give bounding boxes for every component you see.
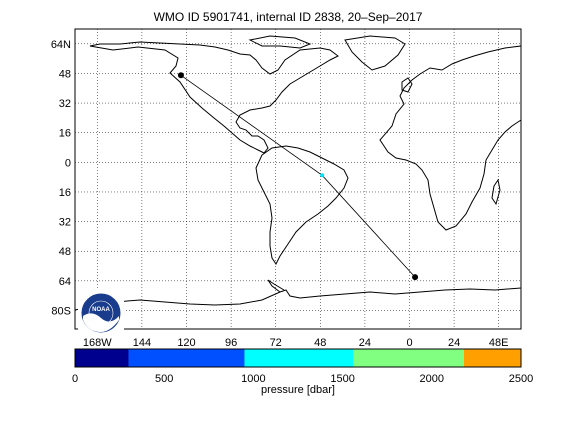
madagascar-coast bbox=[491, 178, 501, 206]
british-isles-coast bbox=[401, 77, 413, 93]
arctic-islands-coast bbox=[248, 35, 312, 49]
lon-tick-label: 144 bbox=[133, 337, 151, 349]
lat-tick-label: 48 bbox=[59, 246, 71, 258]
lat-tick-label: 64 bbox=[59, 276, 71, 288]
colorbar-tick-label: 1500 bbox=[330, 373, 354, 385]
antarctica-coast bbox=[74, 287, 522, 311]
map-frame bbox=[74, 28, 522, 330]
plot-title: WMO ID 5901741, internal ID 2838, 20–Sep… bbox=[153, 10, 423, 24]
colorbar-tick-labels: 0 500 1000 1500 2000 2500 bbox=[72, 373, 533, 385]
coastlines bbox=[74, 35, 522, 311]
lat-tick-label: 16 bbox=[59, 128, 71, 140]
track-end-marker bbox=[412, 274, 419, 281]
colorbar-segment bbox=[463, 349, 521, 367]
track-profile-marker bbox=[320, 173, 325, 178]
lat-tick-label: 80S bbox=[51, 305, 71, 317]
longitude-tick-labels: 168W 144 120 96 72 48 24 0 24 48E bbox=[83, 337, 509, 349]
lon-tick-label: 96 bbox=[225, 337, 237, 349]
pressure-colorbar: 0 500 1000 1500 2000 2500 bbox=[72, 348, 533, 385]
lon-tick-label: 24 bbox=[359, 337, 371, 349]
colorbar-tick-label: 1000 bbox=[241, 373, 265, 385]
lon-tick-label: 48 bbox=[314, 337, 326, 349]
noaa-emblem-icon: NOAA bbox=[78, 290, 124, 336]
lat-tick-label: 32 bbox=[59, 217, 71, 229]
colorbar-tick-label: 500 bbox=[155, 373, 173, 385]
colorbar-segments bbox=[75, 349, 521, 367]
lat-tick-label: 16 bbox=[59, 187, 71, 199]
track-start-marker bbox=[177, 72, 184, 79]
latitude-tick-labels: 64N 48 32 16 0 16 32 48 64 80S bbox=[51, 39, 71, 318]
noaa-logo: NOAA bbox=[78, 290, 124, 336]
lat-tick-label: 32 bbox=[59, 98, 71, 110]
africa-europe-coast bbox=[379, 45, 522, 231]
south-america-coast bbox=[255, 145, 349, 265]
lon-tick-label: 24 bbox=[448, 337, 460, 349]
colorbar-tick-label: 0 bbox=[72, 373, 78, 385]
colorbar-segment bbox=[128, 349, 245, 367]
colorbar-segment bbox=[353, 349, 464, 367]
lon-tick-label: 168W bbox=[83, 337, 112, 349]
lon-tick-label: 120 bbox=[177, 337, 195, 349]
lon-tick-label: 48E bbox=[489, 337, 509, 349]
colorbar-tick-label: 2000 bbox=[420, 373, 444, 385]
lat-tick-label: 64N bbox=[51, 39, 71, 51]
map-grid bbox=[75, 29, 521, 329]
colorbar-segment bbox=[244, 349, 354, 367]
lon-tick-label: 72 bbox=[270, 337, 282, 349]
colorbar-label: pressure [dbar] bbox=[261, 384, 335, 396]
colorbar-segment bbox=[75, 349, 129, 367]
lat-tick-label: 48 bbox=[59, 68, 71, 80]
logo-text: NOAA bbox=[92, 307, 110, 313]
antarctic-peninsula-coast bbox=[267, 279, 285, 293]
north-america-coast bbox=[89, 41, 339, 154]
colorbar-tick-label: 2500 bbox=[509, 373, 533, 385]
colorbar-frame bbox=[74, 348, 522, 368]
world-map: 64N 48 32 16 0 16 32 48 64 80S 168W 144 120 96 72 48 24… bbox=[51, 28, 522, 349]
lat-tick-label: 0 bbox=[65, 157, 71, 169]
lon-tick-label: 0 bbox=[406, 337, 412, 349]
float-track-markers bbox=[177, 72, 419, 281]
greenland-coast bbox=[344, 35, 406, 71]
